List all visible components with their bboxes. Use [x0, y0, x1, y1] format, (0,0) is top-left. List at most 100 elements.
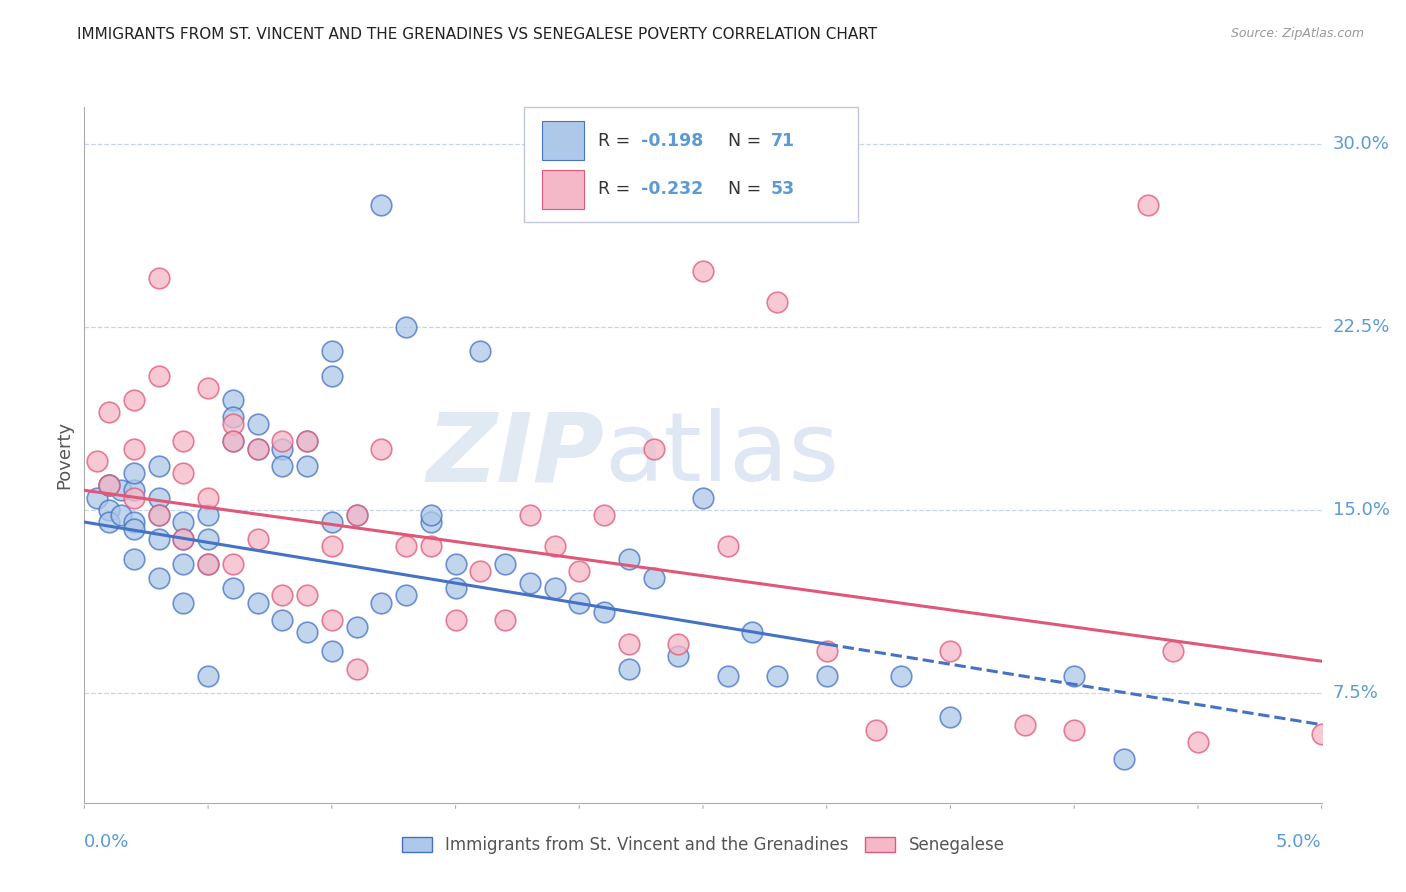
Point [617, 661, 640, 675]
Point [321, 540, 343, 554]
Point [321, 344, 343, 359]
Point [815, 644, 838, 658]
Text: -0.198: -0.198 [641, 132, 703, 150]
Point [939, 710, 962, 724]
Point [197, 381, 219, 395]
Point [617, 551, 640, 566]
Point [172, 532, 194, 546]
Point [110, 483, 132, 498]
Text: 15.0%: 15.0% [1333, 500, 1389, 519]
Text: 0.0%: 0.0% [84, 833, 129, 851]
Point [86, 491, 108, 505]
Y-axis label: Poverty: Poverty [55, 421, 73, 489]
Point [222, 410, 245, 425]
Point [98, 503, 121, 517]
Point [172, 557, 194, 571]
Point [98, 478, 121, 492]
Point [197, 669, 219, 683]
Point [519, 508, 541, 522]
Point [717, 540, 740, 554]
Point [271, 442, 294, 456]
Point [444, 557, 467, 571]
Point [295, 458, 318, 473]
Point [122, 392, 145, 407]
Point [1137, 197, 1160, 211]
Point [593, 606, 616, 620]
Point [122, 491, 145, 505]
Point [122, 515, 145, 529]
Point [1161, 644, 1184, 658]
Point [172, 467, 194, 481]
Point [419, 515, 441, 529]
Point [1187, 735, 1209, 749]
Point [222, 392, 245, 407]
Point [246, 417, 269, 432]
Point [1063, 723, 1085, 737]
Point [148, 571, 170, 585]
Text: 5.0%: 5.0% [1277, 833, 1322, 851]
Point [370, 596, 392, 610]
Point [692, 491, 714, 505]
Point [98, 405, 121, 419]
Text: R =: R = [598, 132, 636, 150]
Text: 71: 71 [770, 132, 796, 150]
Point [148, 508, 170, 522]
Point [172, 532, 194, 546]
Text: 22.5%: 22.5% [1333, 318, 1391, 335]
Point [246, 442, 269, 456]
Point [865, 723, 887, 737]
Point [346, 620, 368, 634]
Point [197, 508, 219, 522]
Point [766, 295, 789, 310]
Point [494, 613, 516, 627]
Point [346, 661, 368, 675]
FancyBboxPatch shape [543, 121, 585, 161]
Point [110, 508, 132, 522]
Point [890, 669, 912, 683]
Point [197, 557, 219, 571]
Point [741, 624, 763, 639]
Point [939, 644, 962, 658]
Point [346, 508, 368, 522]
Point [148, 532, 170, 546]
Point [98, 515, 121, 529]
Point [197, 491, 219, 505]
Point [643, 442, 665, 456]
Text: ZIP: ZIP [426, 409, 605, 501]
Point [470, 344, 492, 359]
Point [444, 613, 467, 627]
FancyBboxPatch shape [543, 169, 585, 209]
Point [222, 434, 245, 449]
Text: IMMIGRANTS FROM ST. VINCENT AND THE GRENADINES VS SENEGALESE POVERTY CORRELATION: IMMIGRANTS FROM ST. VINCENT AND THE GREN… [77, 27, 877, 42]
Point [568, 596, 591, 610]
Point [246, 532, 269, 546]
Text: 7.5%: 7.5% [1333, 684, 1379, 702]
Point [122, 551, 145, 566]
Point [148, 491, 170, 505]
Text: N =: N = [728, 132, 766, 150]
Point [543, 581, 565, 595]
Point [172, 434, 194, 449]
Point [346, 508, 368, 522]
Point [172, 515, 194, 529]
Point [271, 434, 294, 449]
Text: Source: ZipAtlas.com: Source: ZipAtlas.com [1230, 27, 1364, 40]
Point [395, 319, 418, 334]
Point [271, 588, 294, 602]
Point [148, 458, 170, 473]
Text: 30.0%: 30.0% [1333, 135, 1389, 153]
Point [444, 581, 467, 595]
Text: 53: 53 [770, 180, 796, 198]
Point [370, 197, 392, 211]
Point [295, 588, 318, 602]
Point [321, 644, 343, 658]
Point [98, 478, 121, 492]
Point [692, 263, 714, 277]
Point [1112, 752, 1135, 766]
Point [148, 368, 170, 383]
Point [1310, 727, 1333, 741]
Point [395, 540, 418, 554]
Point [321, 515, 343, 529]
Legend: Immigrants from St. Vincent and the Grenadines, Senegalese: Immigrants from St. Vincent and the Gren… [395, 830, 1011, 861]
Point [666, 637, 689, 651]
